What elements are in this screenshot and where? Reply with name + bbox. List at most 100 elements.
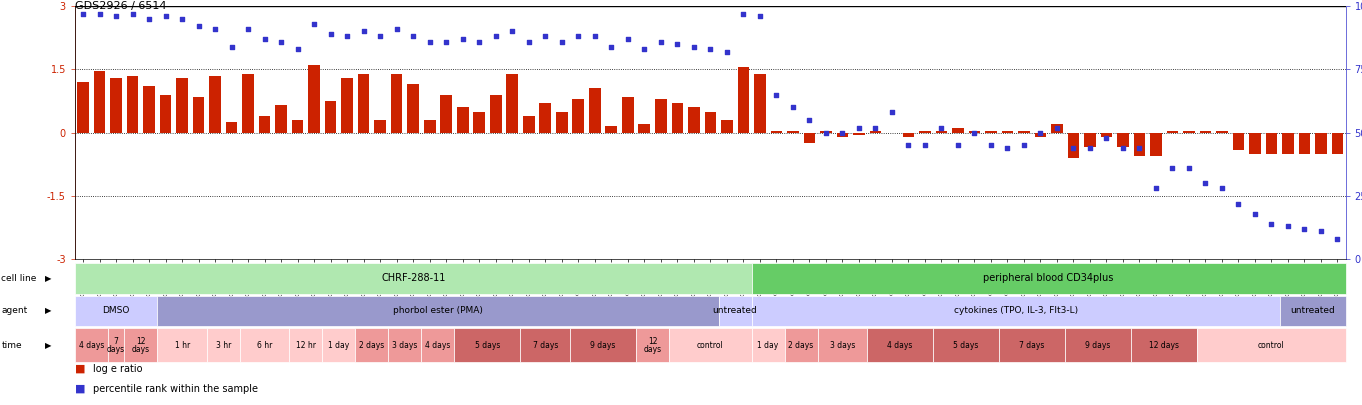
Bar: [606, 126, 617, 133]
Bar: [210, 76, 221, 133]
Point: [1162, 165, 1184, 171]
Text: untreated: untreated: [1290, 306, 1335, 315]
Point: [188, 23, 210, 30]
Text: peripheral blood CD34plus: peripheral blood CD34plus: [983, 273, 1114, 283]
Bar: [1332, 133, 1343, 154]
Text: ▶: ▶: [45, 274, 52, 283]
Bar: [1051, 124, 1062, 133]
Point: [963, 130, 985, 136]
Bar: [242, 74, 253, 133]
Point: [1294, 226, 1316, 232]
Point: [1030, 130, 1051, 136]
Bar: [259, 116, 271, 133]
Bar: [1084, 133, 1095, 147]
Bar: [1282, 133, 1294, 154]
Text: 1 hr: 1 hr: [174, 341, 189, 350]
Text: 5 days: 5 days: [475, 341, 500, 350]
Point: [1178, 165, 1200, 171]
Text: ▶: ▶: [45, 341, 52, 350]
Bar: [1150, 133, 1162, 156]
Point: [105, 13, 127, 19]
Point: [1111, 145, 1133, 151]
Text: 3 days: 3 days: [829, 341, 855, 350]
Text: 12
days: 12 days: [132, 337, 150, 354]
Text: log e ratio: log e ratio: [93, 364, 142, 373]
Text: 9 days: 9 days: [1086, 341, 1111, 350]
Point: [601, 43, 622, 50]
Point: [733, 11, 755, 17]
Bar: [308, 65, 320, 133]
Bar: [688, 107, 700, 133]
Bar: [919, 130, 930, 133]
Bar: [720, 120, 733, 133]
Point: [155, 13, 177, 19]
Text: 7 days: 7 days: [1019, 341, 1045, 350]
Point: [1013, 142, 1035, 149]
Bar: [1068, 133, 1079, 158]
Bar: [358, 74, 369, 133]
Bar: [771, 130, 782, 133]
Point: [666, 41, 688, 47]
Bar: [1233, 133, 1244, 149]
Text: 4 days: 4 days: [79, 341, 104, 350]
Text: 7 days: 7 days: [533, 341, 558, 350]
Point: [749, 13, 771, 19]
Bar: [1249, 133, 1261, 154]
Text: control: control: [697, 341, 723, 350]
Point: [650, 38, 671, 45]
Bar: [820, 130, 832, 133]
Bar: [869, 130, 881, 133]
Bar: [474, 111, 485, 133]
Point: [550, 38, 572, 45]
Point: [716, 48, 738, 55]
Point: [469, 38, 490, 45]
Point: [1278, 223, 1299, 230]
Bar: [110, 78, 123, 133]
Text: ▶: ▶: [45, 306, 52, 315]
Point: [1211, 185, 1233, 192]
Bar: [622, 97, 633, 133]
Point: [997, 145, 1019, 151]
Point: [1327, 236, 1348, 242]
Bar: [78, 82, 89, 133]
Bar: [1184, 130, 1194, 133]
Bar: [952, 128, 963, 133]
Bar: [507, 74, 518, 133]
Bar: [936, 130, 947, 133]
Point: [831, 130, 853, 136]
Point: [287, 46, 309, 52]
Text: 2 days: 2 days: [789, 341, 813, 350]
Point: [369, 33, 391, 40]
Point: [881, 109, 903, 116]
Point: [336, 33, 358, 40]
Text: 12 days: 12 days: [1150, 341, 1179, 350]
Text: cell line: cell line: [1, 274, 37, 283]
Text: 3 hr: 3 hr: [215, 341, 232, 350]
Bar: [1316, 133, 1327, 154]
Bar: [424, 120, 436, 133]
Point: [221, 43, 242, 50]
Point: [304, 21, 326, 27]
Text: 6 hr: 6 hr: [257, 341, 272, 350]
Text: phorbol ester (PMA): phorbol ester (PMA): [394, 306, 484, 315]
Point: [930, 124, 952, 131]
Point: [237, 26, 259, 32]
Bar: [407, 84, 419, 133]
Bar: [1100, 133, 1113, 137]
Point: [452, 36, 474, 42]
Point: [501, 28, 523, 35]
Point: [402, 33, 424, 40]
Point: [633, 46, 655, 52]
Point: [782, 104, 804, 111]
Point: [121, 11, 143, 17]
Bar: [440, 95, 452, 133]
Point: [485, 33, 507, 40]
Bar: [193, 97, 204, 133]
Bar: [342, 78, 353, 133]
Bar: [458, 107, 469, 133]
Point: [385, 26, 407, 32]
Point: [979, 142, 1001, 149]
Bar: [226, 122, 237, 133]
Bar: [1167, 130, 1178, 133]
Point: [1260, 220, 1282, 227]
